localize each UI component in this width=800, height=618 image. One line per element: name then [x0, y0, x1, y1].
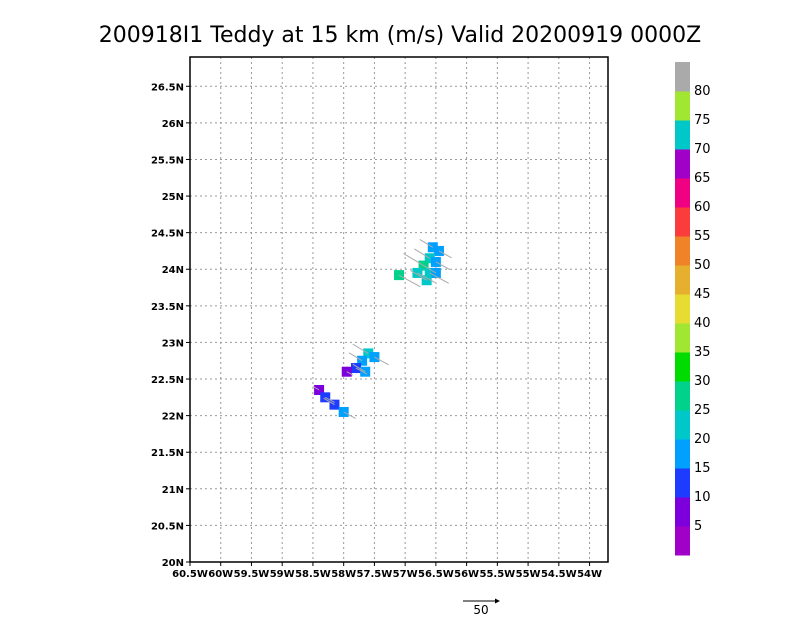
colorbar-label: 65 [694, 171, 711, 186]
y-tick-label: 20N [162, 558, 184, 569]
reference-vector-label: 50 [473, 603, 488, 617]
wind-vector [312, 385, 320, 391]
wind-vector [435, 261, 451, 271]
y-tick-label: 24.5N [151, 229, 184, 240]
wind-vector [419, 238, 434, 248]
x-tick-label: 55W [516, 569, 541, 580]
wind-vector [417, 272, 436, 283]
colorbar-label: 10 [694, 490, 711, 505]
colorbar-swatch [675, 265, 690, 295]
colorbar: 5 10 15 20 25 30 35 40 45 50 55 60 65 70 75 80 [675, 62, 711, 556]
colorbar-label: 45 [694, 287, 711, 302]
x-tick-label: 57W [393, 569, 418, 580]
y-tick-label: 22N [162, 412, 184, 423]
wind-vector [348, 352, 363, 362]
colorbar-swatch [675, 439, 690, 469]
chart-title: 200918I1 Teddy at 15 km (m/s) Valid 2020… [99, 23, 701, 48]
colorbar-swatch [675, 497, 690, 527]
colorbar-swatch [675, 207, 690, 237]
wind-vector [429, 272, 449, 284]
colorbar-swatch [675, 323, 690, 353]
colorbar-swatch [675, 526, 690, 556]
wind-vector [423, 265, 437, 274]
colorbar-label: 70 [694, 142, 711, 157]
y-tick-label: 20.5N [151, 521, 184, 532]
wind-vector [324, 396, 335, 403]
colorbar-label: 60 [694, 200, 711, 215]
wind-vector [355, 367, 368, 375]
colorbar-swatch [675, 120, 690, 150]
x-tick-label: 60.5W [172, 569, 208, 580]
x-tick-label: 56.5W [418, 569, 454, 580]
colorbar-label: 75 [694, 113, 711, 128]
colorbar-label: 35 [694, 345, 711, 360]
colorbar-swatch [675, 381, 690, 411]
y-tick-label: 22.5N [151, 375, 184, 386]
wind-vector [398, 274, 421, 288]
x-tick-label: 57.5W [357, 569, 393, 580]
reference-vector-arrowhead [495, 598, 500, 604]
colorbar-label: 20 [694, 432, 711, 447]
colorbar-label: 15 [694, 461, 711, 476]
colorbar-label: 80 [694, 84, 711, 99]
y-tick-label: 21N [162, 485, 184, 496]
y-tick-label: 23.5N [151, 302, 184, 313]
wind-vector [414, 248, 430, 259]
colorbar-label: 50 [694, 258, 711, 273]
colorbar-label: 40 [694, 316, 711, 331]
x-tick-label: 56W [454, 569, 479, 580]
x-tick-label: 54.5W [541, 569, 577, 580]
wind-vector [352, 363, 366, 373]
colorbar-swatch [675, 149, 690, 179]
x-tick-label: 54W [577, 569, 602, 580]
y-tick-label: 23N [162, 338, 184, 349]
colorbar-swatch [675, 410, 690, 440]
plot-area: 60.5W 60W 59.5W 59W 58.5W 58W 57.5W 57W 56.5W 56W… [151, 56, 609, 580]
colorbar-swatch [675, 236, 690, 266]
colorbar-label: 30 [694, 374, 711, 389]
y-tick-label: 21.5N [151, 448, 184, 459]
reference-vector: 50 [463, 598, 500, 617]
x-tick-label: 59.5W [234, 569, 270, 580]
y-tick-label: 26.5N [151, 82, 184, 93]
x-tick-label: 59W [270, 569, 295, 580]
y-tick-label: 24N [162, 265, 184, 276]
x-tick-label: 55.5W [480, 569, 516, 580]
colorbar-label: 5 [694, 519, 702, 534]
wind-vector [403, 253, 424, 267]
wind-vector [374, 356, 389, 366]
x-tick-label: 60W [208, 569, 233, 580]
colorbar-swatch [675, 294, 690, 324]
wind-vector [323, 397, 335, 406]
wind-vector [352, 343, 369, 354]
plot-frame [189, 56, 609, 563]
y-tick-label: 25.5N [151, 155, 184, 166]
colorbar-swatch [675, 352, 690, 382]
colorbar-label: 25 [694, 403, 711, 418]
colorbar-label: 55 [694, 229, 711, 244]
y-tick-label: 26N [162, 119, 184, 130]
colorbar-swatch [675, 62, 690, 92]
colorbar-swatch [675, 91, 690, 121]
wind-vector [346, 371, 354, 376]
wind-vector [410, 270, 427, 281]
colorbar-swatch [675, 178, 690, 208]
colorbar-swatch [675, 468, 690, 498]
wind-vector [343, 411, 356, 419]
x-tick-label: 58.5W [295, 569, 331, 580]
y-tick-label: 25N [162, 192, 184, 203]
wind-vector [438, 250, 452, 259]
x-tick-label: 58W [331, 569, 356, 580]
